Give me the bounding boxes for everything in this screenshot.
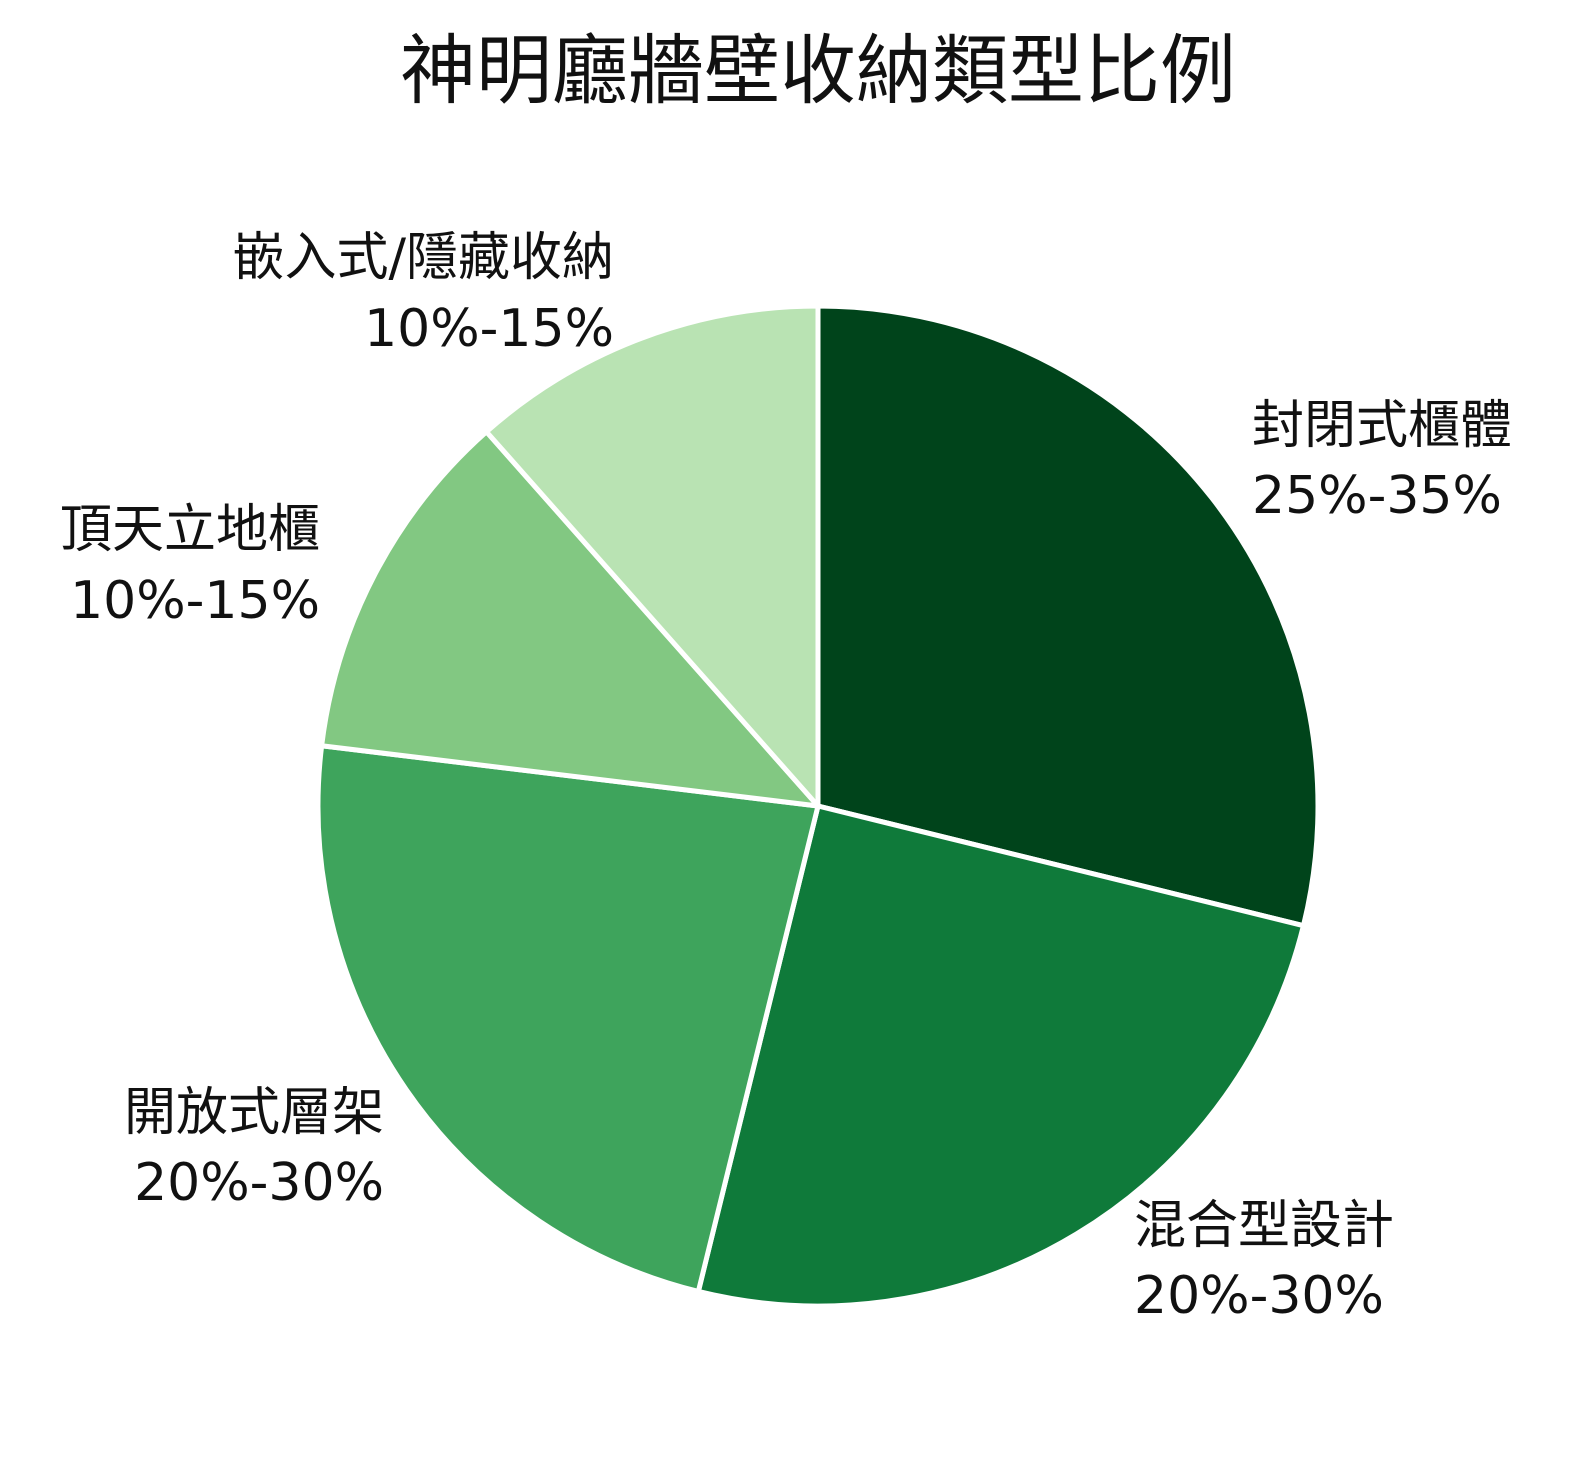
slice-label-range-4: 10%-15% (70, 571, 320, 631)
chart-title: 神明廳牆壁收納類型比例 (400, 26, 1236, 115)
pie-slice-5 (483, 303, 821, 809)
slice-label-name-1: 封閉式櫃體 (1252, 396, 1512, 456)
slice-label-range-3: 20%-30% (134, 1153, 384, 1213)
pie-slice-1 (815, 303, 1321, 929)
slice-label-range-1: 25%-35% (1252, 466, 1502, 526)
slice-label-name-3: 開放式層架 (124, 1083, 384, 1143)
slice-label-name-4: 頂天立地櫃 (60, 500, 320, 560)
pie-slice-3 (315, 743, 821, 1294)
pie-slices (315, 303, 1321, 1309)
pie-slice-4 (319, 429, 821, 809)
pie-slice-2 (695, 803, 1306, 1309)
slice-label-range-5: 10%-15% (364, 299, 614, 359)
slice-label-name-2: 混合型設計 (1134, 1196, 1394, 1256)
slice-labels: 封閉式櫃體 25%-35% 混合型設計 20%-30% 開放式層架 20%-30% 頂天立地… (60, 228, 1512, 1326)
slice-label-name-5: 嵌入式/隱藏收納 (232, 228, 614, 288)
slice-label-range-2: 20%-30% (1134, 1266, 1384, 1326)
